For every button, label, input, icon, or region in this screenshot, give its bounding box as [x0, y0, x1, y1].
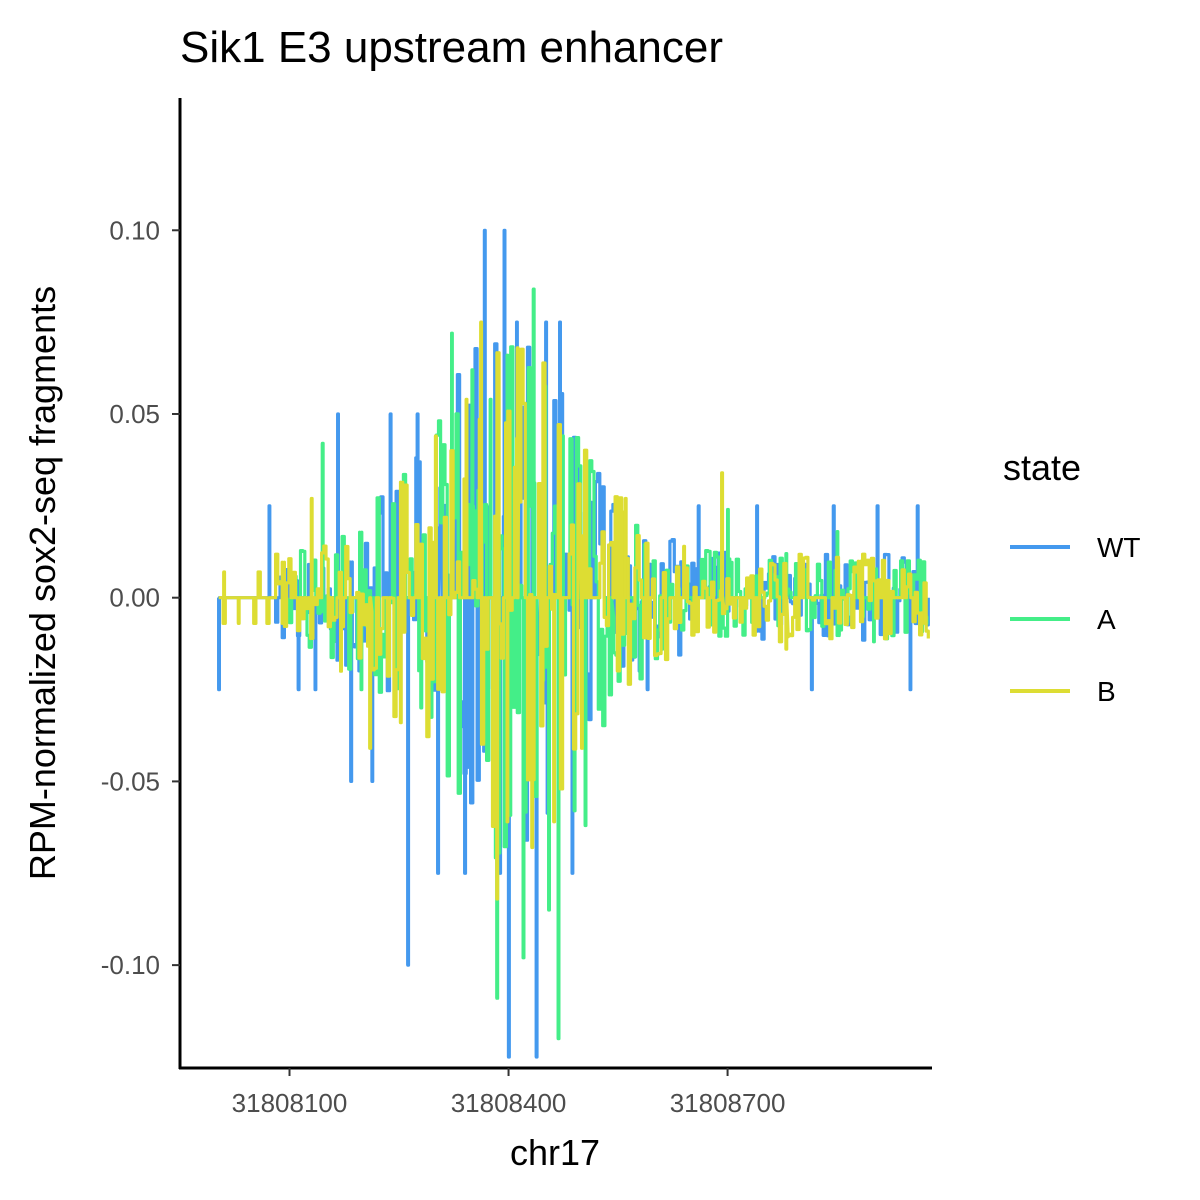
y-tick-label: -0.05: [101, 766, 160, 796]
series-line-b: [218, 320, 930, 901]
plot-panel: [217, 228, 930, 1059]
y-ticks: -0.10 -0.05 0.00 0.05 0.10: [101, 215, 180, 980]
y-axis-label: RPM-normalized sox2-seq fragments: [22, 286, 63, 880]
x-tick-label: 31808700: [670, 1088, 786, 1118]
y-tick-label: -0.10: [101, 950, 160, 980]
legend-label-a: A: [1097, 604, 1116, 635]
series-layer: [217, 228, 930, 1059]
legend-title: state: [1003, 447, 1081, 488]
legend-label-wt: WT: [1097, 532, 1141, 563]
legend: state WT A B: [1003, 447, 1141, 707]
legend-label-b: B: [1097, 676, 1116, 707]
chart-title: Sik1 E3 upstream enhancer: [180, 23, 723, 72]
x-tick-label: 31808400: [451, 1088, 567, 1118]
x-axis-label: chr17: [510, 1132, 600, 1173]
y-tick-label: 0.00: [109, 583, 160, 613]
x-ticks: 31808100 31808400 31808700: [232, 1068, 786, 1118]
x-tick-label: 31808100: [232, 1088, 348, 1118]
y-tick-label: 0.05: [109, 399, 160, 429]
y-tick-label: 0.10: [109, 215, 160, 245]
legend-items: WT A B: [1010, 532, 1141, 707]
series-line-a: [287, 287, 929, 1041]
